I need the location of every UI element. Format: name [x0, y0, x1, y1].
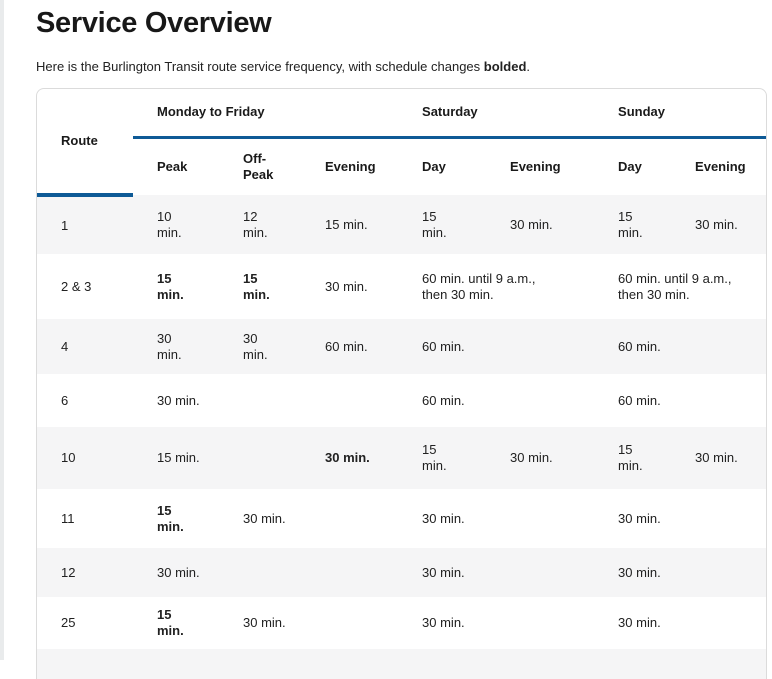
service-frequency-table: Route Monday to Friday Saturday Sunday P… — [37, 89, 766, 679]
frequency-cell: 30 min. — [422, 615, 465, 630]
page-edge-strip — [0, 0, 4, 660]
column-header-sun-day: Day — [618, 158, 642, 174]
table-row-route-25: 25 15 min. 30 min. 30 min. 30 min. — [37, 597, 766, 649]
route-cell: 11 — [61, 510, 75, 526]
frequency-cell: 30 min. — [510, 216, 553, 232]
column-header-mf-peak: Peak — [157, 158, 188, 174]
table-row-route-6: 6 30 min. 60 min. 60 min. — [37, 374, 766, 427]
frequency-cell: 15 min. — [422, 442, 447, 473]
frequency-cell: 60 min. until 9 a.m., then 30 min. — [422, 270, 536, 302]
route-cell: 10 — [61, 450, 76, 465]
frequency-cell: 30 min. — [325, 278, 368, 294]
frequency-cell: 12 min. — [243, 208, 268, 240]
column-header-mf-offpeak: Off- Peak — [243, 150, 274, 182]
frequency-cell: 30 min. — [325, 450, 370, 465]
frequency-cell: 30 min. — [695, 450, 738, 465]
frequency-cell: 15 min. — [157, 607, 184, 638]
table-group-header-row: Route Monday to Friday Saturday Sunday — [37, 89, 766, 197]
frequency-cell: 15 min. — [157, 502, 184, 534]
frequency-cell: 30 min. — [243, 510, 286, 526]
route-cell: 6 — [61, 392, 69, 408]
column-header-sun-evening: Evening — [695, 158, 746, 174]
intro-text: Here is the Burlington Transit route ser… — [36, 59, 767, 75]
table-row-cut-off — [37, 649, 766, 679]
frequency-cell: 15 min. — [422, 208, 447, 240]
intro-suffix: . — [526, 59, 531, 74]
frequency-cell: 30 min. — [618, 615, 661, 630]
frequency-cell: 15 min. — [618, 442, 643, 473]
group-header-monday-to-friday: Monday to Friday — [133, 89, 399, 139]
service-frequency-table-container: Route Monday to Friday Saturday Sunday P… — [36, 88, 767, 679]
frequency-cell: 15 min. — [618, 208, 643, 240]
frequency-cell: 60 min. — [422, 392, 465, 408]
frequency-cell: 30 min. — [618, 564, 661, 580]
frequency-cell: 30 min. — [422, 564, 465, 580]
column-header-sat-day: Day — [422, 158, 446, 174]
page-title: Service Overview — [36, 7, 272, 39]
frequency-cell: 30 min. — [422, 510, 465, 526]
table-row-route-12: 12 30 min. 30 min. 30 min. — [37, 548, 766, 597]
intro-prefix: Here is the Burlington Transit route ser… — [36, 59, 484, 74]
column-header-mf-evening: Evening — [325, 158, 376, 174]
column-header-route: Route — [37, 89, 133, 197]
frequency-cell: 30 min. — [243, 330, 268, 362]
frequency-cell: 60 min. — [325, 338, 368, 354]
main-content: Service Overview Here is the Burlington … — [36, 0, 767, 679]
route-cell: 4 — [61, 338, 69, 354]
group-header-saturday: Saturday — [398, 89, 595, 139]
column-header-sat-evening: Evening — [510, 158, 561, 174]
route-cell: 2 & 3 — [61, 278, 92, 294]
frequency-cell: 30 min. — [243, 615, 286, 630]
frequency-cell: 30 min. — [157, 392, 200, 408]
frequency-cell: 15 min. — [243, 270, 270, 302]
table-sub-header-row: Peak Off- Peak Evening Day Evening Day E… — [37, 137, 766, 195]
cut-off-row-cell — [37, 649, 766, 679]
table-row-route-2-3: 2 & 3 15 min. 15 min. 30 min. 60 min. un… — [37, 254, 766, 319]
frequency-cell: 30 min. — [510, 450, 553, 465]
route-cell: 12 — [61, 564, 76, 580]
frequency-cell: 15 min. — [157, 450, 200, 465]
intro-bold-word: bolded — [483, 59, 527, 74]
route-cell: 1 — [61, 217, 69, 233]
frequency-cell: 15 min. — [157, 270, 184, 302]
frequency-cell: 30 min. — [157, 330, 182, 362]
frequency-cell: 60 min. until 9 a.m., then 30 min. — [618, 270, 732, 302]
frequency-cell: 30 min. — [157, 564, 200, 580]
route-cell: 25 — [61, 615, 76, 630]
frequency-cell: 10 min. — [157, 208, 182, 240]
frequency-cell: 30 min. — [618, 510, 661, 526]
frequency-cell: 60 min. — [618, 392, 661, 408]
table-row-route-1: 1 10 min. 12 min. 15 min. 15 min. 30 min… — [37, 195, 766, 254]
table-row-route-4: 4 30 min. 30 min. 60 min. 60 min. 60 min… — [37, 319, 766, 374]
table-row-route-11: 11 15 min. 30 min. 30 min. 30 min. — [37, 489, 766, 548]
frequency-cell: 15 min. — [325, 216, 368, 232]
frequency-cell: 60 min. — [422, 338, 465, 354]
table-row-route-10: 10 15 min. 30 min. 15 min. 30 min. 15 mi… — [37, 427, 766, 489]
frequency-cell: 30 min. — [695, 216, 738, 232]
group-header-sunday: Sunday — [594, 89, 766, 139]
frequency-cell: 60 min. — [618, 338, 661, 354]
